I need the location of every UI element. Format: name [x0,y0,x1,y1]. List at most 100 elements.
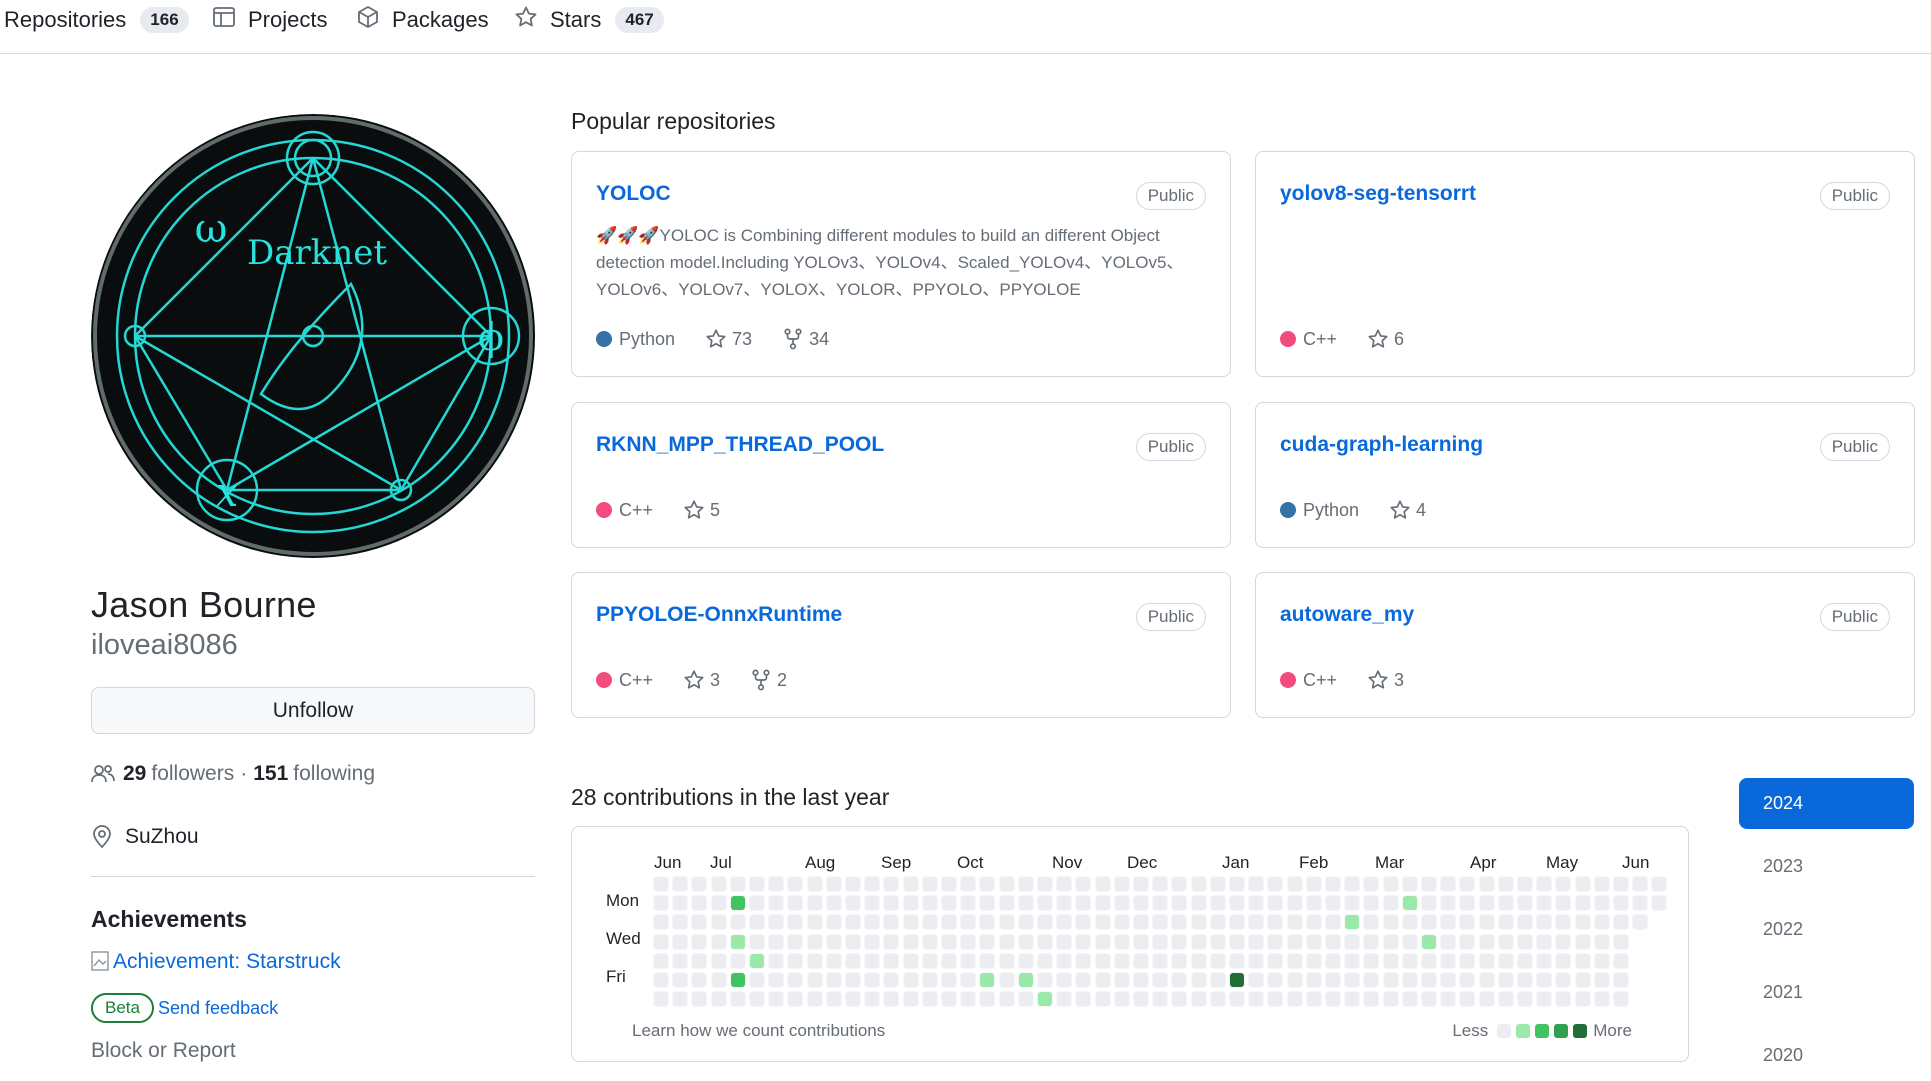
repo-name-link[interactable]: yolov8-seg-tensorrt [1280,182,1477,205]
contribution-day-cell[interactable] [941,895,957,912]
contribution-day-cell[interactable] [1171,895,1188,912]
contribution-day-cell[interactable] [806,876,823,892]
repo-forks-link[interactable]: 2 [750,669,787,691]
contribution-day-cell[interactable] [1267,991,1284,1008]
contribution-day-cell[interactable] [1248,952,1265,969]
contribution-day-cell[interactable] [1555,876,1572,892]
contribution-day-cell[interactable] [1229,914,1245,931]
contribution-day-cell[interactable] [672,876,689,892]
repo-stars-link[interactable]: 3 [1367,669,1404,691]
contribution-day-cell[interactable] [710,933,727,950]
contribution-day-cell[interactable] [979,876,996,892]
contribution-day-cell[interactable] [1382,914,1399,931]
contribution-day-cell[interactable] [710,895,727,912]
contribution-day-cell[interactable] [1459,933,1476,950]
contribution-day-cell[interactable] [749,933,765,950]
followers-link[interactable]: 29 followers [123,762,234,786]
contribution-day-cell[interactable] [1190,991,1207,1008]
contribution-day-cell[interactable] [1421,895,1437,912]
contribution-day-cell[interactable] [1478,876,1495,892]
contribution-day-cell[interactable] [1459,895,1476,912]
contribution-day-cell[interactable] [1133,914,1149,931]
contribution-day-cell[interactable] [1555,933,1572,950]
contribution-day-cell[interactable] [1267,972,1284,988]
contribution-day-cell[interactable] [1382,876,1399,892]
contribution-day-cell[interactable] [941,933,957,950]
contribution-day-cell[interactable] [1209,991,1226,1008]
contribution-day-cell[interactable] [902,972,919,988]
contribution-day-cell[interactable] [1017,991,1034,1008]
contribution-day-cell[interactable] [941,972,957,988]
repo-name-link[interactable]: PPYOLOE-OnnxRuntime [596,603,843,626]
contribution-day-cell[interactable] [1248,972,1265,988]
contribution-day-cell[interactable] [825,991,842,1008]
contribution-day-cell[interactable] [921,895,938,912]
contribution-day-cell[interactable] [1152,933,1169,950]
contribution-day-cell[interactable] [998,952,1015,969]
contribution-day-cell[interactable] [883,895,900,912]
contribution-day-cell[interactable] [1382,952,1399,969]
contribution-day-cell[interactable] [1190,933,1207,950]
contribution-day-cell[interactable] [1056,914,1073,931]
contribution-day-cell[interactable] [710,952,727,969]
contribution-day-cell[interactable] [1459,972,1476,988]
contribution-day-cell[interactable] [1267,895,1284,912]
contribution-day-cell[interactable] [1133,876,1149,892]
contribution-day-cell[interactable] [1286,914,1303,931]
contribution-day-cell[interactable] [1574,972,1591,988]
contribution-day-cell[interactable] [729,895,746,912]
contribution-day-cell[interactable] [729,972,746,988]
contribution-day-cell[interactable] [1325,991,1341,1008]
contribution-day-cell[interactable] [1113,972,1130,988]
contribution-day-cell[interactable] [1536,914,1553,931]
contribution-day-cell[interactable] [1459,991,1476,1008]
contribution-day-cell[interactable] [729,933,746,950]
contribution-day-cell[interactable] [1113,933,1130,950]
contribution-day-cell[interactable] [1171,914,1188,931]
contribution-day-cell[interactable] [1075,933,1092,950]
contribution-day-cell[interactable] [1613,914,1629,931]
contribution-day-cell[interactable] [1574,991,1591,1008]
contribution-day-cell[interactable] [1325,895,1341,912]
contribution-day-cell[interactable] [691,914,708,931]
contribution-day-cell[interactable] [960,914,977,931]
contribution-day-cell[interactable] [768,895,785,912]
contribution-day-cell[interactable] [1574,952,1591,969]
avatar[interactable]: Darknet ω ϕ x [91,114,536,559]
contribution-day-cell[interactable] [768,933,785,950]
contribution-day-cell[interactable] [1017,972,1034,988]
tab-projects[interactable]: Projects [212,0,327,40]
contribution-day-cell[interactable] [1536,876,1553,892]
contribution-day-cell[interactable] [1363,933,1380,950]
year-2023-button[interactable]: 2023 [1763,856,1804,876]
contribution-day-cell[interactable] [1593,991,1610,1008]
contribution-day-cell[interactable] [1517,933,1533,950]
contribution-day-cell[interactable] [691,952,708,969]
contribution-day-cell[interactable] [768,876,785,892]
contribution-day-cell[interactable] [1363,972,1380,988]
contribution-day-cell[interactable] [1440,876,1457,892]
contribution-day-cell[interactable] [1651,876,1668,892]
contribution-day-cell[interactable] [1344,972,1361,988]
following-link[interactable]: 151 following [253,762,375,786]
contribution-day-cell[interactable] [845,895,861,912]
repo-stars-link[interactable]: 4 [1389,499,1426,521]
contribution-day-cell[interactable] [1017,952,1034,969]
contribution-day-cell[interactable] [653,933,669,950]
contribution-day-cell[interactable] [883,952,900,969]
contribution-day-cell[interactable] [1382,972,1399,988]
contribution-day-cell[interactable] [825,895,842,912]
contribution-day-cell[interactable] [1037,991,1053,1008]
contribution-day-cell[interactable] [1632,914,1649,931]
contribution-day-cell[interactable] [979,972,996,988]
contribution-day-cell[interactable] [1536,991,1553,1008]
contribution-day-cell[interactable] [845,952,861,969]
contribution-day-cell[interactable] [1593,895,1610,912]
contribution-day-cell[interactable] [960,895,977,912]
contribution-day-cell[interactable] [1229,952,1245,969]
contribution-day-cell[interactable] [960,933,977,950]
contribution-day-cell[interactable] [710,914,727,931]
contribution-day-cell[interactable] [1075,972,1092,988]
contribution-day-cell[interactable] [1075,895,1092,912]
contribution-day-cell[interactable] [921,991,938,1008]
